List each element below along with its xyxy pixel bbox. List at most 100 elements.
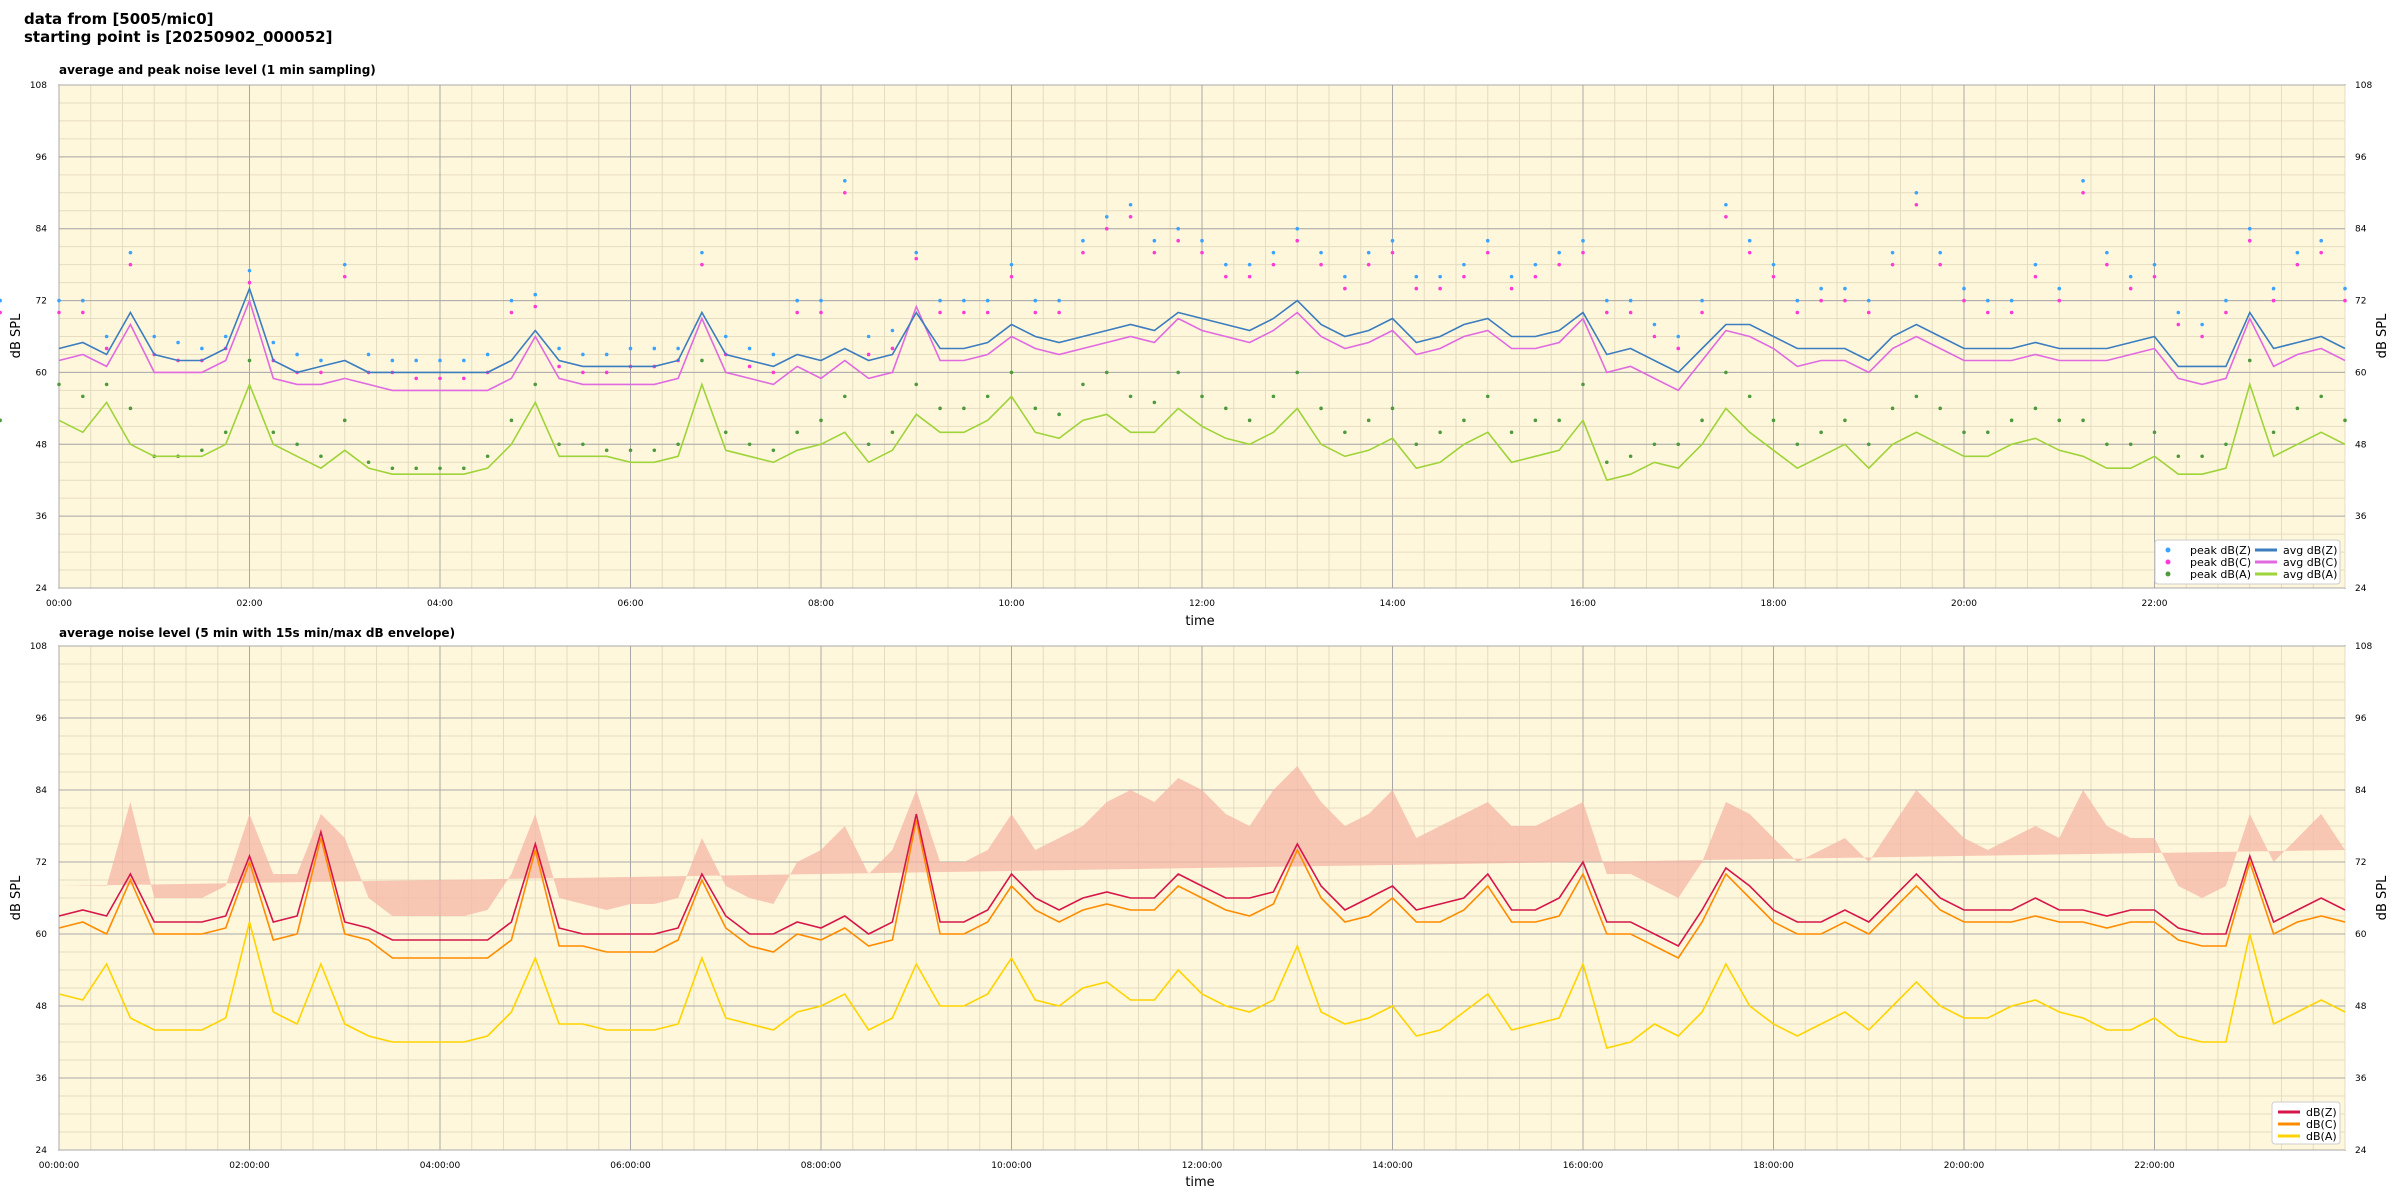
peak-point [2176,322,2181,327]
peak-point [557,442,561,447]
peak-point [1200,238,1204,243]
peak-point [1581,382,1585,387]
chart-bottom-ticks: 24 24 36 36 48 48 60 60 72 72 84 84 96 96 108 108 00:00:… [30,642,2373,1171]
peak-point [247,280,252,285]
legend-label: dB(C) [2306,1118,2337,1131]
peak-point [1843,298,1847,303]
peak-point [1700,310,1704,315]
ytick-label-right: 84 [2355,225,2367,235]
chart-top-legend: peak dB(Z)peak dB(C)peak dB(A)avg dB(Z)a… [2154,539,2341,585]
series-line-avg-z [58,286,2346,374]
peak-point [2224,442,2228,447]
peak-point [0,298,2,303]
peak-point [1033,406,1038,411]
peak-point [1390,250,1395,255]
xtick-label: 06:00 [618,599,644,609]
xtick-label: 16:00:00 [1563,1161,1604,1171]
peak-point [1224,274,1228,279]
ytick-label-right: 48 [2355,1002,2367,1012]
peak-point [985,310,990,315]
legend-marker [2165,559,2171,565]
chart-bottom-title: average noise level (5 min with 15s min/… [59,626,455,640]
peak-point [2033,262,2038,267]
legend-marker [2165,547,2171,553]
peak-point [1176,226,1180,231]
ytick-label-right: 108 [2355,642,2372,652]
peak-point [533,382,538,387]
peak-point [1557,262,1561,267]
peak-point [2176,454,2181,459]
peak-point [1247,274,1252,279]
peak-point [1033,298,1038,303]
peak-point [1795,298,1800,303]
peak-point [1081,382,1085,387]
peak-point [414,358,418,363]
chart-top-ticks: 24 24 36 36 48 48 60 60 72 72 84 84 96 96 108 108 00:00 0… [30,81,2373,609]
peak-point [2200,454,2204,459]
peak-point [914,256,919,261]
peak-point [1128,394,1133,399]
peak-point [1224,406,1228,411]
xtick-label: 20:00 [1951,599,1977,609]
peak-point [414,376,418,381]
peak-point [57,310,61,315]
ytick-label-right: 60 [2355,368,2367,378]
chart-top-ylabel: dB SPL [9,313,24,358]
peak-point [1057,298,1061,303]
peak-point [843,394,847,399]
peak-point [1843,286,1847,291]
peak-point [1509,286,1514,291]
chart-bottom-series [58,766,2346,1049]
peak-point [509,418,514,423]
peak-point [2009,298,2014,303]
peak-point [1819,298,1823,303]
peak-point [1533,262,1538,267]
peak-point [1485,394,1490,399]
chart-top-xlabel: time [1185,614,1214,629]
peak-point [2319,250,2323,255]
xtick-label: 04:00 [427,599,453,609]
peak-point [2247,226,2252,231]
peak-point [1009,370,1014,375]
peak-point [1414,274,1419,279]
peak-point [1366,262,1371,267]
peak-point [557,364,561,369]
peak-point [1676,346,1681,351]
peak-point [1343,274,1347,279]
page-header: data from [5005/mic0] starting point is … [24,10,332,46]
peak-point [200,346,204,351]
chart-bottom-ylabel-right: dB SPL [2375,875,2390,920]
peak-point [1533,418,1538,423]
peak-point [1247,262,1252,267]
peak-point [366,352,371,357]
peak-point [1843,418,1847,423]
series-line-avg-c [58,298,2346,392]
peak-point [2152,274,2157,279]
peak-point [1628,454,1633,459]
peak-point [2081,179,2085,183]
xtick-label: 12:00 [1189,599,1215,609]
peak-point [1200,394,1204,399]
peak-point [485,352,490,357]
ytick-label-right: 96 [2355,714,2367,724]
peak-point [81,310,85,315]
peak-point [771,352,776,357]
xtick-label: 14:00:00 [1372,1161,1413,1171]
peak-point [890,346,895,351]
peak-point [2009,418,2014,423]
peak-point [390,358,395,363]
peak-point [1247,418,1252,423]
ytick-label: 60 [36,368,48,378]
peak-point [342,418,347,423]
peak-point [890,328,895,333]
peak-point [985,298,990,303]
peak-point [2033,274,2038,279]
peak-point [1176,370,1180,375]
peak-point [1605,298,1609,303]
peak-point [200,448,204,453]
legend-label: avg dB(A) [2283,568,2337,581]
peak-point [2128,274,2133,279]
peak-point [2247,358,2252,363]
peak-point [1414,286,1419,291]
peak-point [1652,322,1657,327]
